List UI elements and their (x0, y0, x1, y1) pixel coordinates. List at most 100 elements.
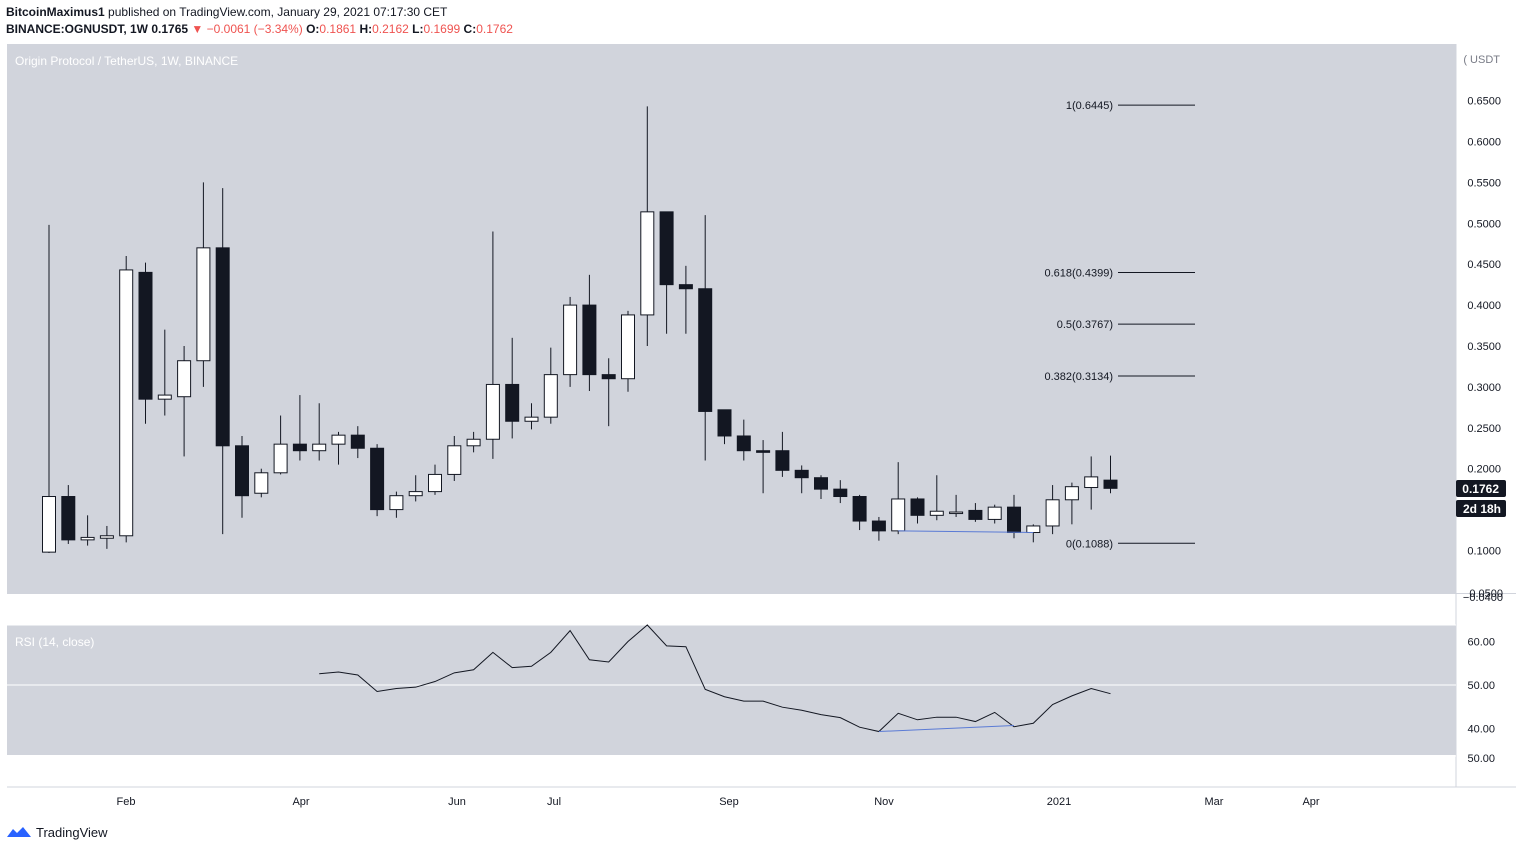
close-label: C: (463, 22, 477, 36)
tradingview-brand: TradingView (36, 824, 108, 840)
candle-body[interactable] (350, 434, 365, 449)
candle-body[interactable] (312, 443, 327, 452)
candle-body[interactable] (119, 269, 134, 537)
candle-body[interactable] (543, 374, 558, 418)
price-tick-label: 0.2500 (1467, 423, 1501, 435)
rsi-pane[interactable] (7, 625, 1456, 755)
candle-body[interactable] (833, 488, 848, 498)
candle-body[interactable] (775, 450, 790, 471)
ohlc-legend: BINANCE:OGNUSDT, 1W 0.1765 ▼ −0.0061 (−3… (6, 22, 513, 36)
candle-body[interactable] (563, 304, 578, 376)
candle-body[interactable] (177, 360, 192, 398)
candle-body[interactable] (215, 247, 230, 447)
price-tick-label: 0.5500 (1467, 177, 1501, 189)
rsi-label: RSI (14, close) (15, 635, 94, 649)
rsi-line[interactable] (319, 624, 1111, 733)
candle-body[interactable] (1064, 486, 1079, 501)
candle-body[interactable] (196, 247, 211, 362)
candle-body[interactable] (370, 447, 385, 511)
candle-body[interactable] (987, 506, 1002, 520)
candle-body[interactable] (1007, 506, 1021, 534)
candle-body[interactable] (61, 496, 76, 541)
price-tick-label: 0.3500 (1467, 341, 1501, 353)
candle-body[interactable] (138, 271, 153, 400)
price-tick-label: 0.6500 (1467, 96, 1501, 108)
time-tick-label: Jul (547, 796, 561, 808)
published-text: published on TradingView.com, January 29… (108, 5, 448, 19)
price-divergence-line[interactable] (898, 530, 1034, 534)
candle-body[interactable] (910, 498, 925, 516)
rsi-tick-label: 50.00 (1467, 680, 1495, 692)
time-tick-label: Apr (1302, 796, 1319, 808)
candle-body[interactable] (659, 211, 674, 286)
rsi-divergence-line[interactable] (878, 724, 1015, 733)
candle-body[interactable] (389, 495, 404, 511)
candle-body[interactable] (273, 443, 288, 474)
candle-body[interactable] (678, 284, 693, 290)
high-label: H: (359, 22, 373, 36)
last-price-badge (1456, 480, 1506, 497)
price-tick-label: 0.1000 (1467, 546, 1501, 558)
price-tick-label: 0.3000 (1467, 382, 1501, 394)
open-value: 0.1861 (319, 22, 357, 36)
candle-body[interactable] (428, 473, 442, 493)
low-value: 0.1699 (423, 22, 461, 36)
candle-body[interactable] (736, 435, 751, 452)
time-tick-label: Apr (292, 796, 309, 808)
time-tick-label: Sep (719, 796, 739, 808)
candle-body[interactable] (1045, 499, 1060, 527)
last-price-badge-text: 0.1762 (1462, 482, 1499, 496)
candle-body[interactable] (717, 409, 732, 437)
candle-body[interactable] (640, 211, 655, 316)
rsi-tick-label-cut: 50.00 (1467, 753, 1495, 765)
countdown-badge (1456, 500, 1506, 517)
candle-body[interactable] (447, 445, 462, 475)
price-pane[interactable] (7, 44, 1456, 593)
fib-level-label: 0.5(0.3767) (1057, 319, 1113, 331)
candle-body[interactable] (949, 511, 964, 515)
candle-body[interactable] (42, 496, 56, 553)
chart-title: Origin Protocol / TetherUS, 1W, BINANCE (15, 54, 238, 68)
candle-body[interactable] (157, 394, 172, 400)
tradingview-footer[interactable]: TradingView (6, 824, 108, 840)
price-axis-bg[interactable] (1456, 44, 1516, 787)
candle-body[interactable] (794, 469, 809, 479)
fib-level-label: 1(0.6445) (1066, 100, 1113, 112)
candle-body[interactable] (485, 383, 500, 440)
candle-body[interactable] (254, 472, 269, 494)
publisher-name[interactable]: BitcoinMaximus1 (6, 5, 105, 19)
candle-body[interactable] (292, 443, 307, 452)
candle-body[interactable] (968, 509, 983, 520)
time-tick-label: Feb (117, 796, 136, 808)
candle-body[interactable] (1026, 525, 1041, 534)
candle-body[interactable] (698, 288, 713, 412)
candle-body[interactable] (80, 536, 95, 541)
last-price: 0.1765 (151, 22, 189, 36)
candle-body[interactable] (505, 383, 520, 422)
down-arrow-icon: ▼ (191, 22, 204, 36)
candle-body[interactable] (408, 491, 423, 497)
candle-body[interactable] (891, 498, 906, 532)
candle-body[interactable] (756, 450, 771, 453)
candle-body[interactable] (235, 445, 249, 497)
candle-body[interactable] (524, 416, 539, 422)
candle-body[interactable] (582, 304, 597, 376)
candle-body[interactable] (929, 510, 944, 516)
candle-body[interactable] (331, 434, 346, 445)
candle-body[interactable] (1103, 479, 1118, 489)
candle-body[interactable] (621, 314, 635, 380)
close-value: 0.1762 (476, 22, 513, 36)
tradingview-logo-icon (7, 827, 31, 837)
publish-info: BitcoinMaximus1 published on TradingView… (6, 5, 447, 19)
candle-body[interactable] (466, 438, 481, 447)
candle-body[interactable] (1084, 476, 1099, 489)
time-tick-label: Mar (1205, 796, 1224, 808)
candle-body[interactable] (601, 374, 616, 380)
candle-body[interactable] (814, 477, 828, 490)
fib-level-label: 0.618(0.4399) (1045, 267, 1114, 279)
candle-body[interactable] (871, 520, 886, 532)
fib-level-label: 0(0.1088) (1066, 538, 1113, 550)
candle-body[interactable] (99, 535, 114, 539)
candle-body[interactable] (852, 496, 867, 522)
